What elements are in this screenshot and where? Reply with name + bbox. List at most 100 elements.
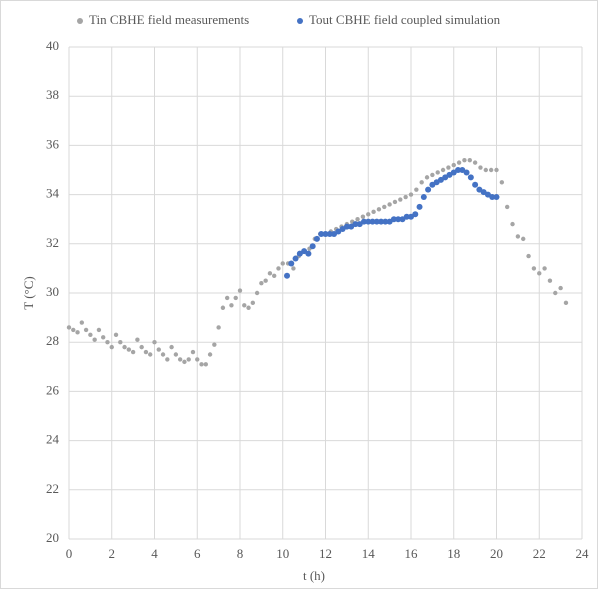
- legend-label: Tin CBHE field measurements: [89, 12, 249, 27]
- point: [169, 344, 174, 350]
- point: [462, 157, 467, 163]
- point: [126, 347, 132, 352]
- point: [160, 352, 166, 357]
- point: [212, 342, 217, 347]
- point: [83, 327, 89, 333]
- x-tick-label: 22: [533, 546, 546, 561]
- y-tick-label: 40: [46, 38, 59, 53]
- x-tick-label: 14: [362, 546, 376, 561]
- point: [355, 217, 360, 222]
- point: [488, 167, 494, 173]
- point: [216, 325, 221, 330]
- point: [199, 362, 204, 367]
- point: [395, 216, 402, 223]
- point: [276, 266, 281, 271]
- point: [242, 303, 247, 308]
- point: [156, 347, 161, 352]
- point: [322, 230, 329, 237]
- point: [92, 337, 97, 342]
- y-axis-label: T (°C): [21, 276, 36, 309]
- point: [122, 344, 127, 350]
- point: [237, 288, 243, 293]
- point: [414, 187, 419, 192]
- point: [478, 165, 483, 170]
- point: [130, 349, 136, 355]
- point: [435, 170, 440, 175]
- point: [139, 344, 144, 350]
- point: [412, 211, 419, 218]
- point: [489, 194, 496, 201]
- point: [96, 327, 102, 333]
- point: [113, 332, 119, 338]
- point: [182, 359, 187, 365]
- point: [365, 218, 372, 225]
- y-tick-label: 20: [46, 530, 59, 545]
- point: [537, 271, 542, 276]
- x-tick-label: 6: [194, 546, 201, 561]
- point: [326, 230, 333, 237]
- x-tick-label: 12: [319, 546, 332, 561]
- point: [105, 340, 110, 345]
- x-tick-label: 4: [151, 546, 158, 561]
- point: [186, 357, 191, 362]
- point: [451, 162, 456, 168]
- point: [254, 290, 260, 296]
- point: [177, 357, 183, 362]
- point: [378, 218, 385, 225]
- point: [366, 212, 371, 217]
- point: [542, 266, 547, 271]
- y-tick-label: 30: [46, 284, 59, 299]
- point: [272, 273, 277, 278]
- point: [318, 230, 325, 237]
- point: [419, 180, 424, 185]
- point: [280, 261, 285, 266]
- x-tick-label: 2: [109, 546, 116, 561]
- point: [499, 180, 505, 185]
- point: [403, 213, 410, 220]
- point: [71, 327, 76, 333]
- point: [165, 357, 170, 362]
- point: [467, 157, 472, 163]
- y-tick-label: 24: [46, 432, 60, 447]
- point: [220, 305, 226, 310]
- point: [135, 337, 140, 342]
- point: [75, 330, 80, 335]
- point: [371, 209, 376, 215]
- point: [246, 305, 251, 310]
- point: [558, 285, 563, 291]
- point: [553, 290, 558, 296]
- point: [515, 234, 521, 239]
- point: [66, 325, 72, 330]
- x-axis-label: t (h): [303, 568, 325, 583]
- point: [360, 218, 367, 225]
- point: [313, 235, 320, 242]
- point: [143, 349, 149, 355]
- point: [101, 335, 106, 340]
- point: [376, 207, 382, 212]
- point: [360, 214, 366, 219]
- y-tick-label: 32: [46, 235, 59, 250]
- y-tick-label: 26: [46, 382, 60, 397]
- y-tick-label: 38: [46, 87, 59, 102]
- point: [472, 160, 478, 165]
- point: [173, 352, 179, 357]
- point: [309, 243, 316, 250]
- point: [403, 194, 408, 200]
- point: [203, 362, 208, 367]
- point: [456, 160, 462, 165]
- point: [467, 174, 474, 181]
- point: [531, 266, 537, 271]
- point: [398, 197, 403, 202]
- x-tick-label: 10: [276, 546, 289, 561]
- x-tick-label: 24: [576, 546, 590, 561]
- point: [510, 221, 515, 227]
- point: [387, 202, 392, 207]
- point: [390, 216, 397, 223]
- point: [352, 221, 359, 228]
- point: [494, 167, 499, 173]
- legend-marker: [297, 18, 303, 24]
- point: [425, 186, 432, 193]
- legend-label: Tout CBHE field coupled simulation: [309, 12, 501, 27]
